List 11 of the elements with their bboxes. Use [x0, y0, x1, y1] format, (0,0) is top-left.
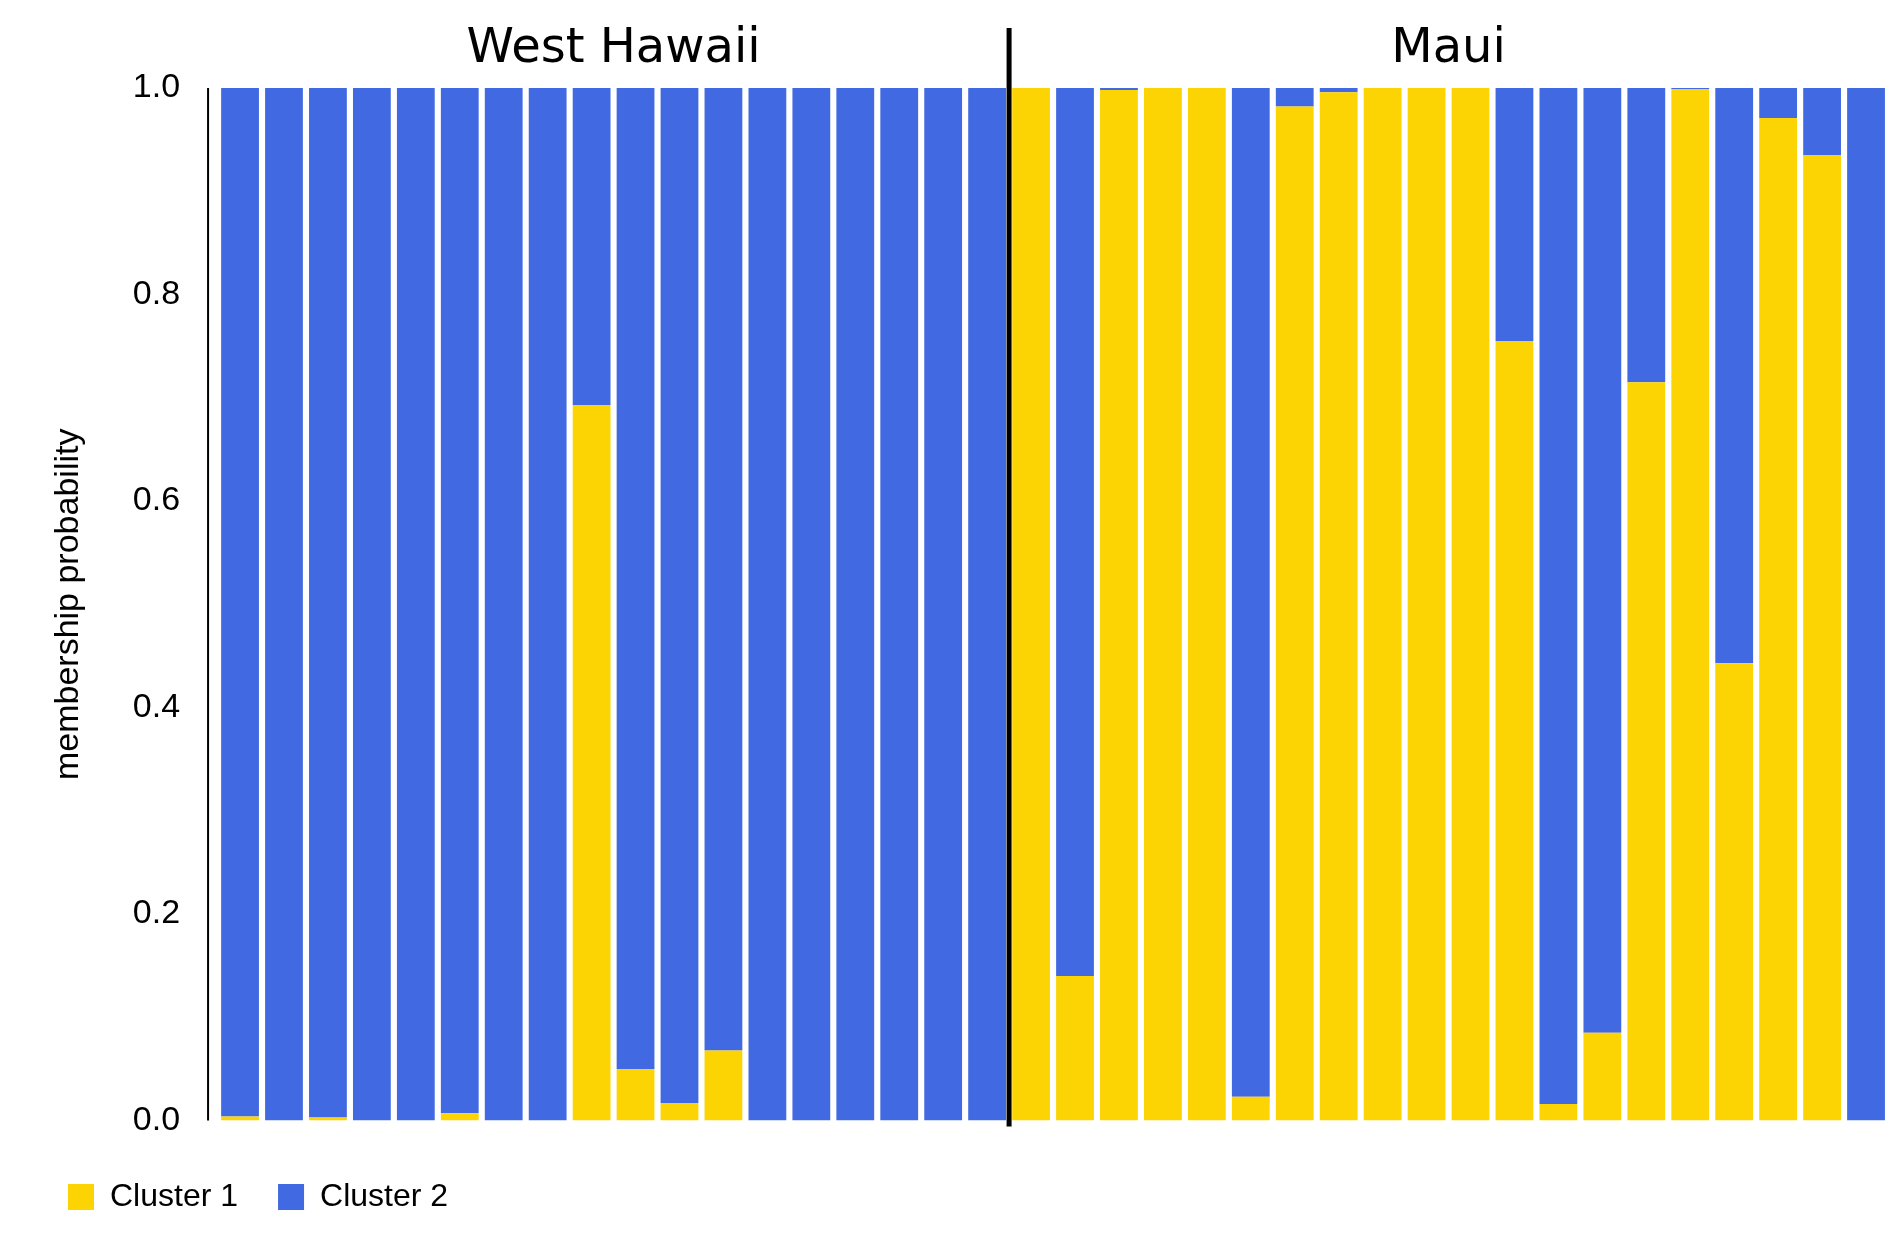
- text: West Hawaii: [466, 17, 761, 74]
- y-axis-title: membership probability: [46, 428, 85, 781]
- legend-label: Cluster 1: [110, 1176, 239, 1213]
- y-tick-label: 1.0: [132, 66, 181, 105]
- y-tick-label: 0.0: [132, 1098, 181, 1137]
- legend-label: Cluster 2: [320, 1176, 449, 1213]
- y-tick-label: 0.8: [132, 272, 181, 311]
- y-tick-label: 0.6: [132, 479, 181, 518]
- y-tick-label: 0.2: [132, 892, 181, 931]
- text: Maui: [1391, 17, 1506, 74]
- y-tick-label: 0.4: [132, 685, 181, 724]
